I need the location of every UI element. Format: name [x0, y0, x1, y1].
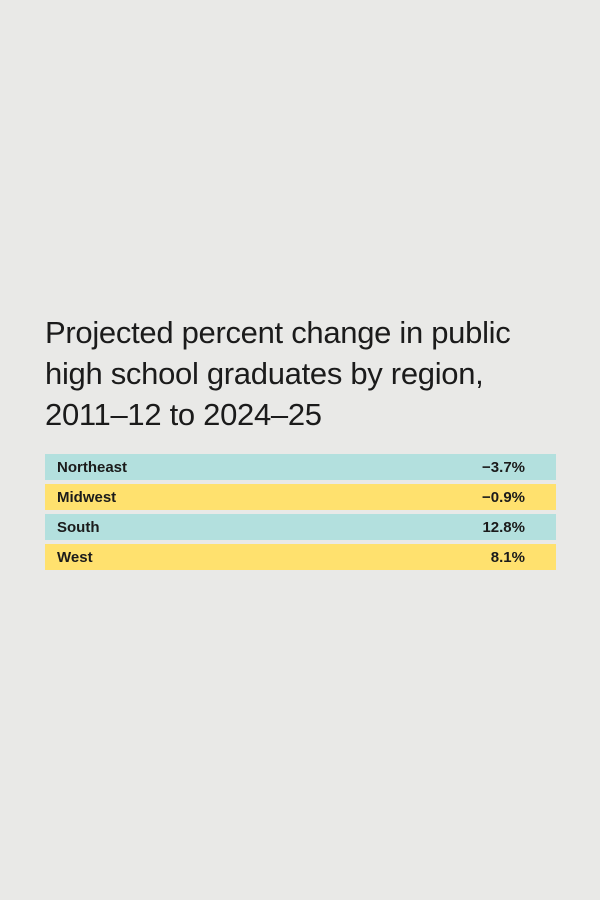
region-table: Northeast −3.7% Midwest −0.9% South 12.8… [45, 454, 556, 574]
table-row-south: South 12.8% [45, 514, 556, 540]
region-label-northeast: Northeast [57, 458, 128, 476]
table-row-northeast: Northeast −3.7% [45, 454, 556, 480]
table-row-west: West 8.1% [45, 544, 556, 570]
chart-title: Projected percent change in public high … [45, 312, 565, 435]
value-label-south: 12.8% [482, 518, 525, 536]
region-label-south: South [57, 518, 100, 536]
chart-title-line-3: 2011–12 to 2024–25 [45, 397, 322, 432]
value-label-west: 8.1% [490, 548, 525, 566]
chart-title-line-1: Projected percent change in public [45, 315, 511, 350]
region-label-west: West [57, 548, 93, 566]
chart-title-line-2: high school graduates by region, [45, 356, 484, 391]
region-label-midwest: Midwest [57, 488, 117, 506]
value-label-midwest: −0.9% [482, 488, 525, 506]
table-row-midwest: Midwest −0.9% [45, 484, 556, 510]
value-label-northeast: −3.7% [482, 458, 525, 476]
